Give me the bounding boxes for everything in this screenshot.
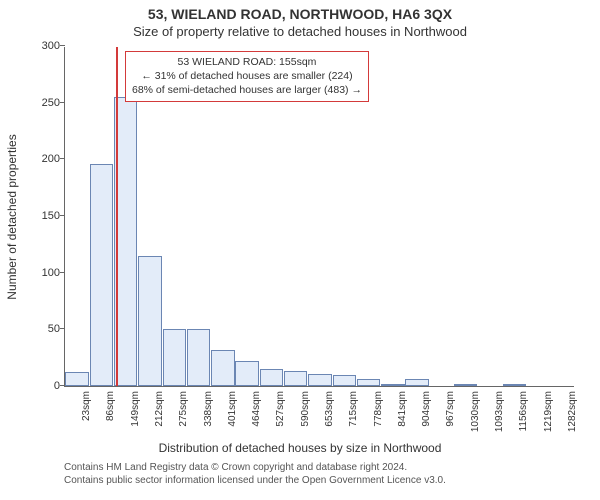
x-tick-label: 527sqm xyxy=(275,391,286,427)
histogram-bar xyxy=(405,379,428,386)
histogram-bar xyxy=(90,164,113,386)
y-tick-label: 300 xyxy=(42,40,60,52)
property-marker-line xyxy=(116,47,118,386)
y-tick-label: 0 xyxy=(54,380,60,392)
chart-area: Number of detached properties 0501001502… xyxy=(64,47,574,387)
page-subtitle: Size of property relative to detached ho… xyxy=(0,22,600,39)
footer-line-1: Contains HM Land Registry data © Crown c… xyxy=(64,461,600,474)
histogram-bar xyxy=(163,329,186,386)
x-tick-label: 1030sqm xyxy=(470,391,481,432)
y-tick-mark xyxy=(60,385,65,386)
x-tick-label: 338sqm xyxy=(203,391,214,427)
annotation-line: ← 31% of detached houses are smaller (22… xyxy=(132,69,362,83)
histogram-bar xyxy=(308,374,331,386)
annotation-line: 68% of semi-detached houses are larger (… xyxy=(132,83,362,97)
x-tick-label: 653sqm xyxy=(324,391,335,427)
histogram-bar xyxy=(260,369,283,386)
x-axis-label: Distribution of detached houses by size … xyxy=(0,441,600,455)
y-tick-label: 250 xyxy=(42,97,60,109)
x-tick-label: 23sqm xyxy=(81,391,92,421)
x-tick-label: 401sqm xyxy=(227,391,238,427)
page-title: 53, WIELAND ROAD, NORTHWOOD, HA6 3QX xyxy=(0,0,600,22)
y-tick-label: 100 xyxy=(42,267,60,279)
y-tick-label: 50 xyxy=(48,323,60,335)
y-tick-mark xyxy=(60,158,65,159)
histogram-bar xyxy=(65,372,88,386)
x-tick-label: 86sqm xyxy=(105,391,116,421)
histogram-bar xyxy=(454,384,477,386)
x-tick-label: 212sqm xyxy=(154,391,165,427)
x-tick-label: 1156sqm xyxy=(518,391,529,431)
x-tick-label: 149sqm xyxy=(130,391,141,427)
x-tick-label: 967sqm xyxy=(445,391,456,427)
x-tick-label: 904sqm xyxy=(421,391,432,427)
footer: Contains HM Land Registry data © Crown c… xyxy=(0,455,600,487)
x-tick-label: 715sqm xyxy=(348,391,359,427)
histogram-bar xyxy=(138,256,161,386)
y-tick-mark xyxy=(60,328,65,329)
footer-line-2: Contains public sector information licen… xyxy=(64,474,600,487)
x-tick-label: 1093sqm xyxy=(494,391,505,432)
histogram-bar xyxy=(381,384,404,386)
annotation-box: 53 WIELAND ROAD: 155sqm← 31% of detached… xyxy=(125,51,369,102)
y-tick-label: 200 xyxy=(42,153,60,165)
y-axis-label: Number of detached properties xyxy=(5,134,19,299)
y-tick-mark xyxy=(60,102,65,103)
histogram-bar xyxy=(333,375,356,386)
histogram-bar xyxy=(503,384,526,386)
annotation-line: 53 WIELAND ROAD: 155sqm xyxy=(132,55,362,69)
x-tick-label: 778sqm xyxy=(373,391,384,427)
x-tick-label: 275sqm xyxy=(178,391,189,427)
histogram-bar xyxy=(187,329,210,386)
y-tick-label: 150 xyxy=(42,210,60,222)
histogram-bar xyxy=(357,379,380,386)
x-tick-label: 1282sqm xyxy=(567,391,578,432)
y-tick-mark xyxy=(60,45,65,46)
y-tick-mark xyxy=(60,272,65,273)
histogram-bar xyxy=(211,350,234,386)
histogram-bar xyxy=(284,371,307,386)
x-tick-label: 464sqm xyxy=(251,391,262,427)
histogram-bar xyxy=(235,361,258,386)
x-tick-label: 1219sqm xyxy=(543,391,554,432)
x-tick-label: 590sqm xyxy=(300,391,311,427)
plot-region: 05010015020025030023sqm86sqm149sqm212sqm… xyxy=(64,47,574,387)
y-tick-mark xyxy=(60,215,65,216)
x-tick-label: 841sqm xyxy=(397,391,408,427)
